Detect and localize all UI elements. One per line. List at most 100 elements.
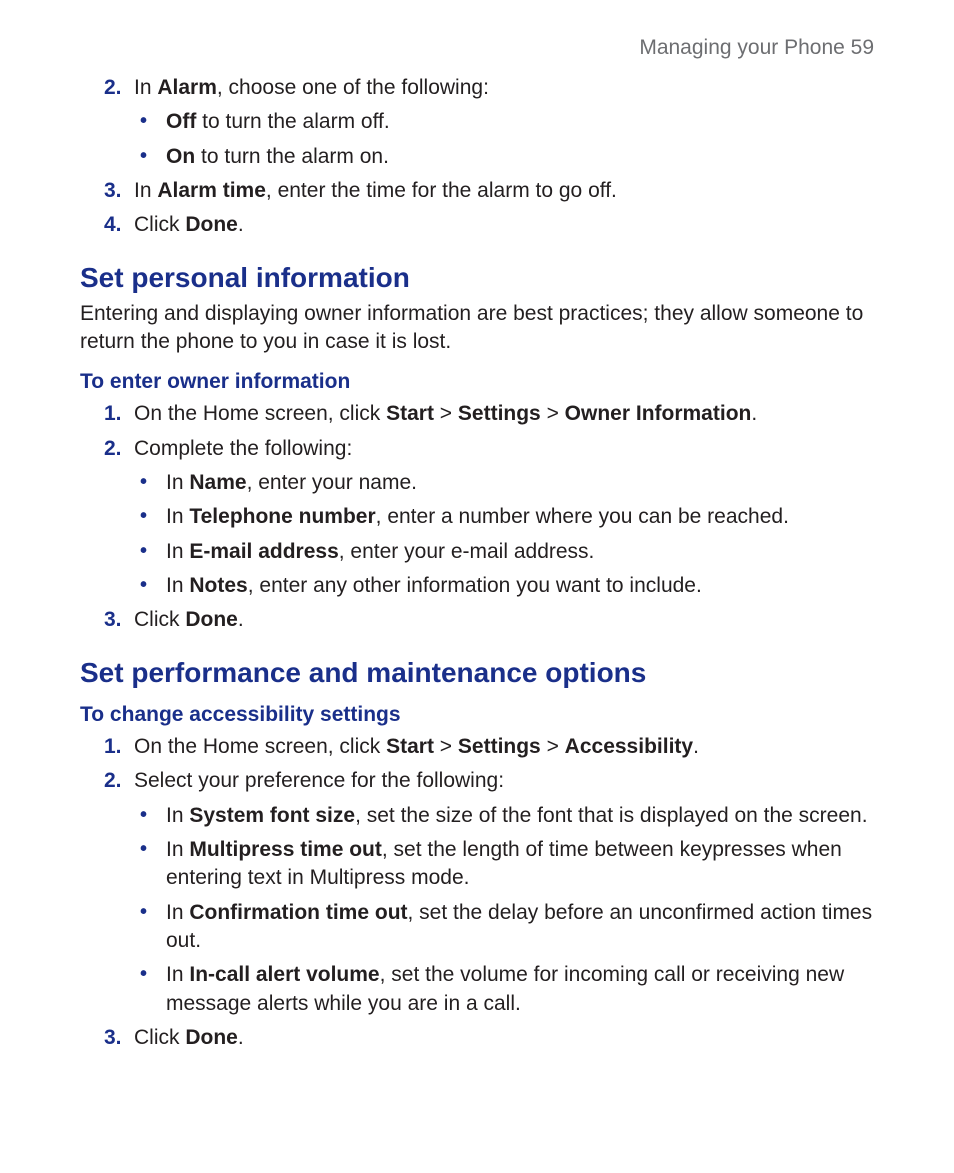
- text-run: , choose one of the following:: [217, 76, 489, 99]
- text-run: In: [166, 804, 189, 827]
- text-bold: Telephone number: [189, 505, 375, 528]
- list-item: • On to turn the alarm on.: [140, 143, 874, 171]
- bullet-icon: •: [140, 899, 166, 926]
- bullet-icon: •: [140, 469, 166, 496]
- step-number: 2.: [104, 74, 134, 102]
- bullet-text: In System font size, set the size of the…: [166, 802, 874, 830]
- step-text: On the Home screen, click Start > Settin…: [134, 733, 874, 761]
- list-item: • In In-call alert volume, set the volum…: [140, 961, 874, 1018]
- top-steps-list: 2. In Alarm, choose one of the following…: [104, 74, 874, 102]
- step-number: 2.: [104, 767, 134, 795]
- list-item: • In Confirmation time out, set the dela…: [140, 899, 874, 956]
- text-bold: Done: [185, 213, 238, 236]
- text-run: .: [693, 735, 699, 758]
- text-run: Click: [134, 1026, 185, 1049]
- bullet-text: In Multipress time out, set the length o…: [166, 836, 874, 893]
- text-bold: In-call alert volume: [189, 963, 379, 986]
- text-bold: On: [166, 145, 195, 168]
- bullet-icon: •: [140, 503, 166, 530]
- text-run: .: [238, 1026, 244, 1049]
- list-item: 2. In Alarm, choose one of the following…: [104, 74, 874, 102]
- owner-info-bullets: • In Name, enter your name. • In Telepho…: [140, 469, 874, 600]
- bullet-text: In Telephone number, enter a number wher…: [166, 503, 874, 531]
- text-bold: Name: [189, 471, 246, 494]
- text-run: , set the size of the font that is displ…: [355, 804, 867, 827]
- list-item: 2. Complete the following:: [104, 435, 874, 463]
- list-item: • In E-mail address, enter your e-mail a…: [140, 538, 874, 566]
- step-number: 3.: [104, 606, 134, 634]
- list-item: • In Notes, enter any other information …: [140, 572, 874, 600]
- text-run: In: [166, 471, 189, 494]
- step-text: In Alarm, choose one of the following:: [134, 74, 874, 102]
- text-run: In: [166, 574, 189, 597]
- text-run: In: [166, 963, 189, 986]
- step-text: Complete the following:: [134, 435, 874, 463]
- text-run: Complete the following:: [134, 437, 352, 460]
- text-bold: Alarm time: [157, 179, 266, 202]
- list-item: • In Telephone number, enter a number wh…: [140, 503, 874, 531]
- text-run: , enter your name.: [247, 471, 417, 494]
- section-heading-performance: Set performance and maintenance options: [80, 657, 874, 689]
- bullet-icon: •: [140, 961, 166, 988]
- text-bold: Start: [386, 735, 434, 758]
- bullet-icon: •: [140, 108, 166, 135]
- bullet-icon: •: [140, 572, 166, 599]
- text-run: , enter the time for the alarm to go off…: [266, 179, 617, 202]
- accessibility-steps-cont: 3. Click Done.: [104, 1024, 874, 1052]
- bullet-text: In Name, enter your name.: [166, 469, 874, 497]
- text-bold: Confirmation time out: [189, 901, 407, 924]
- list-item: • In System font size, set the size of t…: [140, 802, 874, 830]
- text-run: On the Home screen, click: [134, 735, 386, 758]
- step-text: Click Done.: [134, 1024, 874, 1052]
- text-bold: System font size: [189, 804, 355, 827]
- top-steps-list-cont: 3. In Alarm time, enter the time for the…: [104, 177, 874, 240]
- text-bold: Done: [185, 1026, 238, 1049]
- accessibility-bullets: • In System font size, set the size of t…: [140, 802, 874, 1018]
- text-run: Click: [134, 608, 185, 631]
- text-run: >: [434, 402, 458, 425]
- text-run: >: [541, 735, 565, 758]
- text-bold: Notes: [189, 574, 247, 597]
- text-run: to turn the alarm off.: [196, 110, 389, 133]
- bullet-text: Off to turn the alarm off.: [166, 108, 874, 136]
- step-text: Select your preference for the following…: [134, 767, 874, 795]
- list-item: 1. On the Home screen, click Start > Set…: [104, 733, 874, 761]
- list-item: • In Name, enter your name.: [140, 469, 874, 497]
- top-steps-bullets: • Off to turn the alarm off. • On to tur…: [140, 108, 874, 171]
- text-bold: Start: [386, 402, 434, 425]
- section-heading-personal-info: Set personal information: [80, 262, 874, 294]
- list-item: • Off to turn the alarm off.: [140, 108, 874, 136]
- text-bold: Settings: [458, 402, 541, 425]
- bullet-icon: •: [140, 538, 166, 565]
- list-item: 3. Click Done.: [104, 1024, 874, 1052]
- text-run: >: [434, 735, 458, 758]
- text-run: .: [238, 608, 244, 631]
- text-run: In: [166, 901, 189, 924]
- text-bold: Settings: [458, 735, 541, 758]
- list-item: 3. Click Done.: [104, 606, 874, 634]
- accessibility-steps: 1. On the Home screen, click Start > Set…: [104, 733, 874, 796]
- text-run: .: [238, 213, 244, 236]
- step-number: 3.: [104, 1024, 134, 1052]
- owner-info-steps: 1. On the Home screen, click Start > Set…: [104, 400, 874, 463]
- text-run: , enter any other information you want t…: [248, 574, 702, 597]
- section-intro: Entering and displaying owner informatio…: [80, 300, 874, 357]
- bullet-icon: •: [140, 802, 166, 829]
- bullet-icon: •: [140, 836, 166, 863]
- text-bold: E-mail address: [189, 540, 338, 563]
- list-item: • In Multipress time out, set the length…: [140, 836, 874, 893]
- list-item: 3. In Alarm time, enter the time for the…: [104, 177, 874, 205]
- list-item: 2. Select your preference for the follow…: [104, 767, 874, 795]
- text-run: In: [134, 179, 157, 202]
- text-run: to turn the alarm on.: [195, 145, 389, 168]
- list-item: 1. On the Home screen, click Start > Set…: [104, 400, 874, 428]
- step-number: 3.: [104, 177, 134, 205]
- text-run: In: [166, 540, 189, 563]
- text-bold: Done: [185, 608, 238, 631]
- step-text: In Alarm time, enter the time for the al…: [134, 177, 874, 205]
- bullet-icon: •: [140, 143, 166, 170]
- owner-info-steps-cont: 3. Click Done.: [104, 606, 874, 634]
- text-run: In: [134, 76, 157, 99]
- text-bold: Off: [166, 110, 196, 133]
- bullet-text: In Notes, enter any other information yo…: [166, 572, 874, 600]
